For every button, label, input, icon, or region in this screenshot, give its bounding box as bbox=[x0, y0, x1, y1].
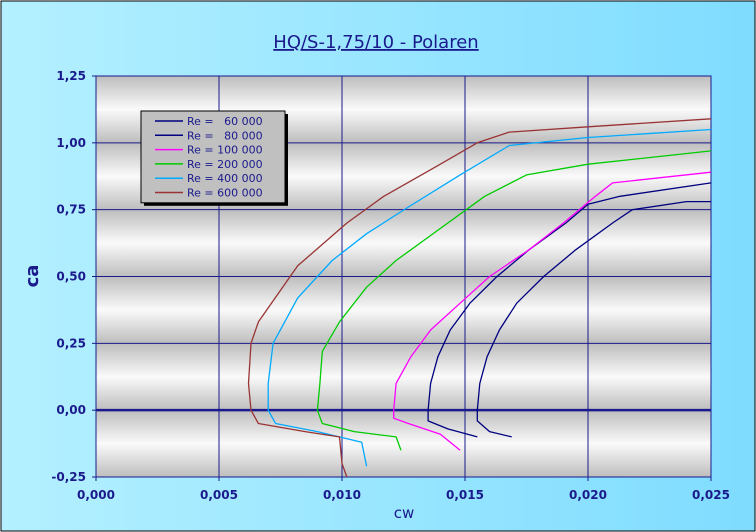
y-tick-label: 1,25 bbox=[56, 69, 86, 83]
y-tick-label: 0,75 bbox=[56, 203, 86, 217]
plot-band bbox=[96, 209, 711, 277]
legend-box bbox=[140, 110, 286, 204]
legend-label: Re = 80 000 bbox=[187, 129, 263, 142]
x-tick-label: 0,010 bbox=[323, 488, 361, 502]
y-tick-label: -0,25 bbox=[51, 470, 86, 484]
series-line bbox=[393, 171, 712, 451]
x-tick-label: 0,020 bbox=[569, 488, 607, 502]
plot-band bbox=[96, 343, 711, 411]
series-line bbox=[316, 150, 712, 451]
series-lines bbox=[247, 118, 712, 478]
legend-label: Re = 400 000 bbox=[187, 172, 263, 185]
y-tick-label: 0,50 bbox=[56, 270, 86, 284]
series-line bbox=[427, 182, 712, 438]
chart-title: HQ/S-1,75/10 - Polaren bbox=[273, 32, 478, 53]
y-tick-label: 1,00 bbox=[56, 136, 86, 150]
plot-band bbox=[96, 276, 711, 344]
series-line bbox=[267, 128, 712, 467]
x-tick-label: 0,000 bbox=[77, 488, 115, 502]
series-line bbox=[476, 200, 711, 438]
y-tick-label: 0,25 bbox=[56, 336, 86, 350]
legend-label: Re = 60 000 bbox=[187, 115, 263, 128]
legend-label: Re = 200 000 bbox=[187, 158, 263, 171]
x-tick-label: 0,005 bbox=[200, 488, 238, 502]
plot-band bbox=[96, 410, 711, 477]
x-axis-label: cw bbox=[394, 504, 415, 522]
axes: 0,000 0,005 0,010 0,015 0,020 0,025 1,25 1,00 0,… bbox=[51, 69, 730, 502]
legend-label: Re = 600 000 bbox=[187, 187, 263, 200]
y-tick-label: 0,00 bbox=[56, 403, 86, 417]
x-tick-label: 0,025 bbox=[692, 488, 730, 502]
x-tick-label: 0,015 bbox=[446, 488, 484, 502]
y-axis-label: ca bbox=[22, 265, 43, 288]
series-line bbox=[247, 118, 712, 478]
legend-label: Re = 100 000 bbox=[187, 144, 263, 157]
